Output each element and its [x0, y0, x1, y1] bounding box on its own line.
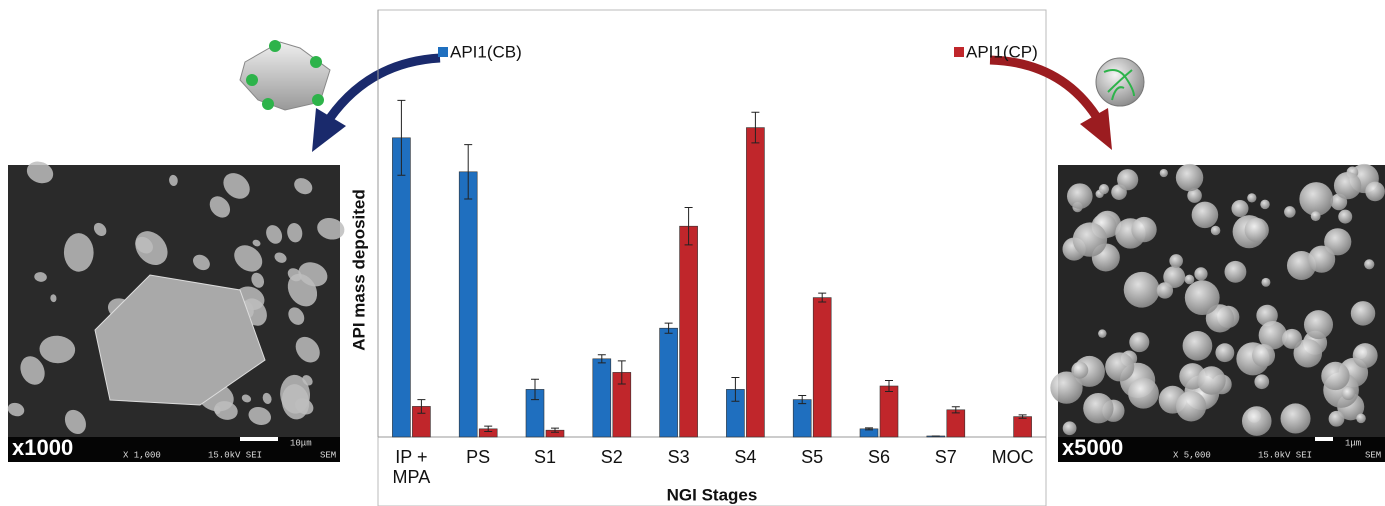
bar [813, 298, 831, 437]
scale-bar [1315, 437, 1333, 441]
bar [392, 138, 410, 437]
x-tick-label: S2 [584, 447, 640, 467]
image-caption: SEM [320, 450, 336, 460]
arrow [990, 60, 1096, 116]
particle [1299, 182, 1333, 216]
particle [1185, 280, 1220, 315]
particle [1281, 403, 1311, 433]
particle [1176, 164, 1203, 191]
particle [1252, 344, 1275, 367]
particle [1261, 278, 1270, 287]
scale-bar [240, 437, 278, 441]
particle [1254, 374, 1269, 389]
bar [459, 172, 477, 437]
particle [1351, 301, 1375, 325]
bar [880, 386, 898, 437]
bar [593, 359, 611, 437]
image-caption: X 1,000 [123, 450, 161, 460]
x-axis-label: NGI Stages [667, 485, 758, 504]
particle [1124, 272, 1160, 308]
particle [1308, 246, 1335, 273]
x-tick-label: MOC [985, 447, 1041, 467]
particle [1176, 391, 1206, 421]
chart-frame [378, 10, 1046, 506]
image-caption: 15.0kV SEI [208, 450, 262, 460]
scale-label: 1μm [1345, 438, 1361, 448]
particle [1338, 210, 1352, 224]
x-tick-label: S1 [517, 447, 573, 467]
particle [1282, 329, 1302, 349]
particle [1063, 421, 1077, 435]
bar [793, 400, 811, 437]
page: x1000 X 1,000 15.0kV SEI SEM 10μm x5000 X 5,00… [0, 0, 1385, 506]
image-caption: SEM [1365, 450, 1381, 460]
particle [1185, 275, 1195, 285]
particle [1071, 362, 1088, 379]
particle [1128, 378, 1159, 409]
particle [1129, 332, 1149, 352]
legend-label: API1(CB) [450, 42, 522, 61]
particle [1245, 218, 1269, 242]
particle [1197, 366, 1225, 394]
chart: x1000 X 1,000 15.0kV SEI SEM 10μm x5000 X 5,00… [0, 0, 1385, 506]
particle [1356, 414, 1366, 424]
magnification: x5000 [1062, 435, 1123, 460]
particle [1194, 267, 1207, 280]
bar [746, 128, 764, 437]
particle [1215, 343, 1234, 362]
x-tick-label: S7 [918, 447, 974, 467]
bar [660, 328, 678, 437]
particle [1334, 172, 1361, 199]
particle [1231, 200, 1248, 217]
particle [1321, 362, 1349, 390]
legend-label: API1(CP) [966, 42, 1038, 61]
image-caption: 15.0kV SEI [1258, 450, 1312, 460]
particle [1160, 169, 1168, 177]
bar [1014, 417, 1032, 437]
y-axis-label: API mass deposited [349, 189, 368, 351]
bar [680, 226, 698, 437]
particle [1311, 211, 1321, 221]
particle [1073, 222, 1107, 256]
particle [1211, 226, 1221, 236]
particle [1364, 259, 1374, 269]
sphere-icon [1096, 58, 1144, 106]
particle [1098, 329, 1106, 337]
particle [1083, 393, 1113, 423]
particle [1099, 184, 1109, 194]
particle [1353, 343, 1378, 368]
particle [1365, 182, 1385, 202]
x-tick-label: S4 [717, 447, 773, 467]
particle [1225, 261, 1247, 283]
x-tick-label: S6 [851, 447, 907, 467]
particle [1192, 202, 1219, 229]
particle [1169, 254, 1183, 268]
bar [947, 410, 965, 437]
particle [1260, 200, 1269, 209]
particle [1342, 387, 1355, 400]
particle [1183, 331, 1213, 361]
particle [1247, 193, 1256, 202]
particle [1304, 310, 1333, 339]
x-tick-label: S5 [784, 447, 840, 467]
legend-swatch [954, 47, 964, 57]
particle [1117, 169, 1138, 190]
image-caption: X 5,000 [1173, 450, 1211, 460]
x-tick-label: S3 [651, 447, 707, 467]
particle [1105, 352, 1134, 381]
particle [1067, 183, 1093, 209]
x-tick-label: PS [450, 447, 506, 467]
magnification: x1000 [12, 435, 73, 460]
legend-swatch [438, 47, 448, 57]
x-tick-label: IP + MPA [383, 447, 439, 487]
particle-icon [240, 40, 330, 110]
particle [1329, 411, 1345, 427]
arrow [330, 58, 440, 118]
particle [1157, 282, 1173, 298]
particle [1242, 406, 1272, 436]
particle [1131, 217, 1156, 242]
particle [1284, 206, 1296, 218]
scale-label: 10μm [290, 438, 312, 448]
